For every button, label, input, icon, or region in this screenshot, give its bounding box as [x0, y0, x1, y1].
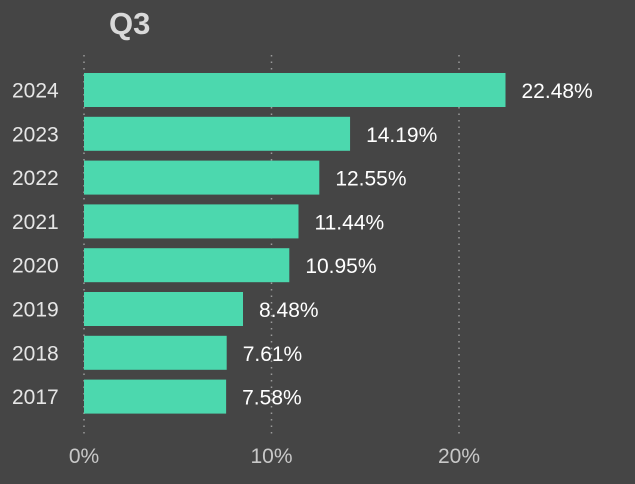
bar-2022	[84, 160, 320, 195]
data-label: 14.19%	[366, 124, 437, 147]
data-label: 11.44%	[315, 211, 385, 234]
data-label: 7.58%	[242, 387, 302, 410]
bar-2021	[84, 204, 299, 239]
y-tick-label: 2024	[12, 80, 59, 103]
bar-2024	[84, 73, 506, 107]
y-tick-label: 2020	[12, 255, 59, 278]
data-label: 7.61%	[243, 343, 303, 366]
y-tick-label: 2022	[12, 167, 59, 190]
y-tick-label: 2018	[12, 342, 59, 365]
bar-2023	[84, 116, 351, 151]
x-tick-label: 20%	[438, 445, 480, 468]
bar-2018	[84, 335, 227, 370]
data-label: 12.55%	[335, 168, 406, 191]
bar-2019	[84, 292, 243, 326]
y-tick-label: 2017	[12, 386, 59, 409]
bar-2017	[84, 379, 227, 414]
x-tick-label: 10%	[250, 445, 292, 468]
data-label: 22.48%	[522, 80, 593, 103]
bar-2020	[84, 248, 290, 283]
data-label: 8.48%	[259, 299, 319, 322]
chart-title: Q3	[109, 6, 151, 41]
data-label: 10.95%	[305, 255, 376, 278]
y-tick-label: 2021	[12, 211, 59, 234]
y-tick-label: 2019	[12, 299, 59, 322]
y-tick-label: 2023	[12, 123, 59, 146]
x-tick-label: 0%	[69, 445, 99, 468]
